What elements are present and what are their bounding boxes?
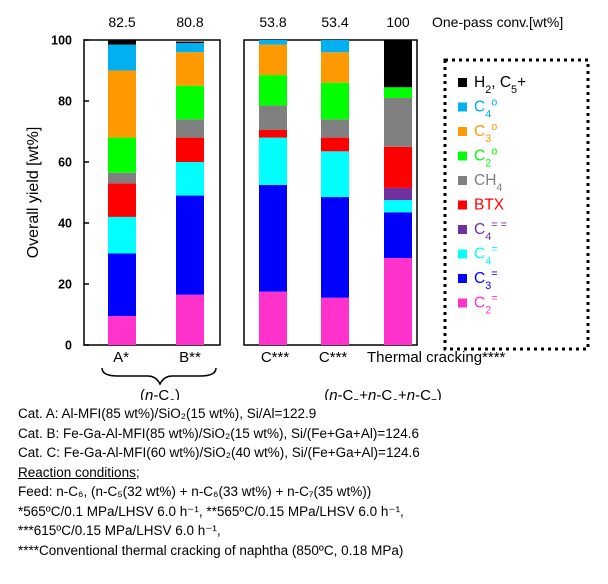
y-tick-label: 100	[51, 34, 72, 48]
plot-frame-left	[83, 39, 221, 346]
reaction-conditions-title: Reaction conditions;	[18, 464, 140, 480]
legend-label: CH4	[474, 172, 502, 194]
bar-segment	[176, 137, 204, 162]
bar-segment	[321, 297, 349, 345]
note-cat-b: Cat. B: Fe-Ga-Al-MFI(85 wt%)/SiO₂(15 wt%…	[18, 425, 419, 441]
note-feed: Feed: n-C₆, (n-C₅(32 wt%) + n-C₆(33 wt%)…	[18, 484, 372, 499]
legend-box	[443, 58, 590, 351]
conversion-label: 82.5	[108, 14, 135, 30]
legend-label: C3o	[474, 121, 497, 145]
bar-segment	[321, 151, 349, 198]
legend-swatch	[458, 249, 467, 259]
legend-swatch	[458, 127, 467, 136]
bars	[108, 40, 412, 345]
bar-segment	[384, 97, 412, 147]
bar-segment	[176, 52, 204, 86]
y-tick-label: 40	[58, 217, 72, 231]
bar-segment	[259, 75, 287, 106]
bar-segment	[384, 200, 412, 213]
bar-segment	[176, 43, 204, 53]
legend-swatch	[458, 78, 467, 87]
note-cat-c: Cat. C: Fe-Ga-Al-MFI(60 wt%)/SiO₂(40 wt%…	[18, 445, 420, 460]
category-label: B**	[179, 349, 201, 366]
bar-segment	[176, 119, 204, 138]
bar-segment	[384, 146, 412, 188]
legend-swatch	[458, 225, 467, 234]
legend-swatch	[458, 200, 467, 210]
bar-segment	[108, 40, 136, 45]
legend-label: C4= =	[474, 219, 507, 243]
category-label: Thermal cracking****	[367, 349, 506, 366]
bar-segment	[384, 212, 412, 259]
bar-segment	[176, 162, 204, 196]
bar-segment	[259, 137, 287, 185]
bar-segment	[321, 40, 349, 53]
bar-segment	[108, 316, 136, 345]
bar-segment	[321, 119, 349, 138]
legend-swatch	[458, 298, 467, 308]
y-axis-label: Overall yield [wt%]	[25, 127, 42, 259]
note-cat-a: Cat. A: Al-MFI(85 wt%)/SiO₂(15 wt%), Si/…	[18, 406, 317, 421]
bar-segment	[108, 44, 136, 71]
note-condition-1: *565ºC/0.1 MPa/LHSV 6.0 h⁻¹, **565ºC/0.1…	[18, 503, 404, 519]
note-condition-2: ***615ºC/0.15 MPa/LHSV 6.0 h⁻¹,	[18, 523, 221, 538]
bar-segment	[108, 172, 136, 184]
bar-segment	[259, 129, 287, 138]
group-brace	[101, 367, 217, 386]
legend-swatch	[458, 176, 467, 185]
bar-segment	[259, 105, 287, 130]
conversion-label: 100	[386, 14, 410, 30]
bar-segment	[384, 187, 412, 201]
y-tick-label: 20	[58, 278, 72, 292]
bar-segment	[259, 291, 287, 345]
conversion-label: 53.8	[259, 14, 286, 30]
y-axis: 0 20 40 60 80 100 Overall yield [wt%]	[25, 34, 89, 353]
group-label: (n-C6)	[140, 387, 180, 400]
conversion-title: One-pass conv.[wt%]	[432, 14, 563, 30]
legend-label: BTX	[474, 197, 505, 214]
bar-segment	[108, 216, 136, 254]
legend-label: C4o	[474, 97, 497, 121]
y-tick-label: 60	[58, 156, 72, 170]
bar-segment	[384, 258, 412, 345]
bar-segment	[321, 197, 349, 298]
legend-swatch	[458, 151, 467, 161]
legend-label: C2o	[474, 146, 497, 170]
category-labels: 82.5 80.8 53.8 53.4 100 One-pass conv.[wt%] A*…	[101, 14, 563, 400]
category-label: A*	[113, 349, 129, 366]
bar-segment	[108, 253, 136, 317]
category-label: C***	[261, 349, 290, 366]
bar-segment	[108, 137, 136, 173]
conversion-label: 53.4	[321, 14, 348, 30]
bar-segment	[108, 70, 136, 138]
stacked-bar-chart: 0 20 40 60 80 100 Overall yield [wt%] 82.5 80.8…	[25, 14, 590, 400]
bar-segment	[321, 137, 349, 152]
bar-segment	[176, 195, 204, 295]
bar-segment	[108, 183, 136, 217]
legend-label: C3=	[474, 268, 498, 292]
bar-segment	[259, 44, 287, 76]
group-label: (n-C5+n-C6+n-C7)	[324, 387, 442, 400]
bar-segment	[259, 184, 287, 292]
bar-segment	[259, 40, 287, 45]
bar-segment	[176, 85, 204, 120]
conversion-label: 80.8	[176, 14, 203, 30]
bar-segment	[384, 40, 412, 88]
legend-swatch	[458, 274, 467, 283]
bar-segment	[384, 87, 412, 98]
bar-segment	[176, 294, 204, 345]
legend-label: C2=	[474, 293, 498, 317]
note-condition-3: ****Conventional thermal cracking of nap…	[18, 542, 404, 558]
notes: Cat. A: Al-MFI(85 wt%)/SiO₂(15 wt%), Si/…	[18, 404, 603, 560]
y-tick-label: 0	[65, 339, 72, 353]
legend-label: C4=	[474, 244, 498, 268]
category-label: C***	[319, 349, 348, 366]
bar-segment	[321, 82, 349, 120]
legend-label: H2, C5+	[474, 74, 526, 96]
bar-segment	[176, 41, 204, 44]
bar-segment	[321, 52, 349, 83]
y-tick-label: 80	[58, 95, 72, 109]
legend-swatch	[458, 102, 467, 112]
